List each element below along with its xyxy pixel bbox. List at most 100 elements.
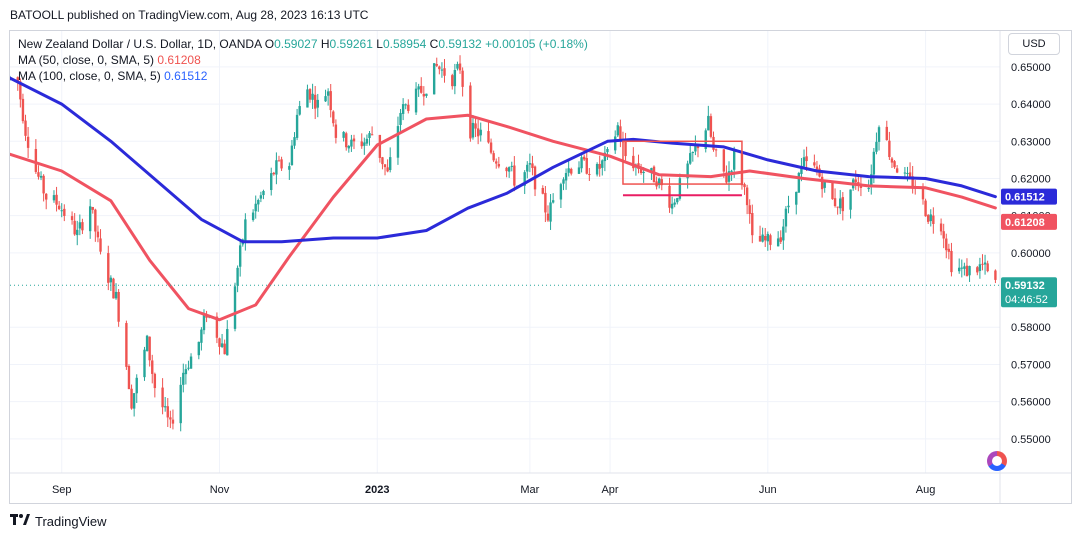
candle-down <box>223 343 226 355</box>
candle-down <box>624 141 627 157</box>
candle-up <box>114 291 118 299</box>
price-chart[interactable]: 0.650000.640000.630000.620000.610000.600… <box>10 31 1071 503</box>
candle-up <box>88 206 92 232</box>
candle-up <box>782 226 785 241</box>
candle-up <box>523 172 526 186</box>
legend-ma50-row[interactable]: MA (50, close, 0, SMA, 5) 0.61208 <box>18 52 588 68</box>
candle-down <box>779 237 782 242</box>
publisher-caption: BATOOLL published on TradingView.com, Au… <box>10 8 369 22</box>
countdown-text: 04:46:52 <box>1005 294 1048 306</box>
candle-up <box>983 262 987 265</box>
candle-up <box>787 205 790 208</box>
candle-down <box>16 77 19 82</box>
candle-down <box>37 172 40 177</box>
candle-up <box>673 202 676 205</box>
candle-up <box>293 137 296 146</box>
candle-up <box>135 377 138 394</box>
candle-down <box>965 265 969 277</box>
candle-down <box>924 200 927 217</box>
candle-down <box>345 133 348 148</box>
candle-up <box>298 106 301 115</box>
x-tick-label: Sep <box>52 484 72 496</box>
currency-button[interactable]: USD <box>1008 33 1060 55</box>
candle-down <box>329 91 332 111</box>
candle-up <box>958 267 961 272</box>
candle-down <box>73 220 76 235</box>
candle-up <box>350 139 353 147</box>
candle-down <box>420 85 423 93</box>
candle-down <box>171 419 175 424</box>
candle-down <box>541 187 544 194</box>
candle-up <box>689 153 692 164</box>
candle-down <box>383 164 387 168</box>
candle-down <box>632 155 635 169</box>
candle-down <box>99 238 102 252</box>
candle-up <box>233 286 237 329</box>
candle-down <box>166 406 169 418</box>
tradingview-badge-icon[interactable] <box>987 451 1007 471</box>
candle-down <box>531 163 534 168</box>
candle-up <box>849 189 852 210</box>
candle-up <box>978 264 982 271</box>
candle-up <box>404 104 407 106</box>
y-tick-label: 0.58000 <box>1011 322 1051 334</box>
legend-low: 0.58954 <box>382 37 427 51</box>
legend-l-label: L <box>376 37 383 51</box>
candle-down <box>497 164 501 167</box>
candle-up <box>453 70 457 87</box>
candle-down <box>386 167 389 172</box>
candle-up <box>39 175 43 178</box>
candle-up <box>968 266 971 276</box>
candle-up <box>202 315 206 331</box>
candle-up <box>326 91 330 96</box>
candle-up <box>275 160 278 175</box>
candle-up <box>704 130 707 149</box>
candle-down <box>660 179 663 186</box>
candle-down <box>725 172 728 183</box>
candle-down <box>308 89 312 100</box>
legend-close: 0.59132 <box>438 37 482 51</box>
candle-up <box>396 126 400 158</box>
candle-down <box>42 175 45 194</box>
y-tick-label: 0.64000 <box>1011 99 1051 111</box>
ma100-line <box>10 76 997 244</box>
candle-down <box>70 216 74 221</box>
candle-down <box>34 149 38 172</box>
candle-up <box>143 349 146 378</box>
candle-up <box>776 238 780 247</box>
candle-down <box>976 267 979 273</box>
y-tick-label: 0.55000 <box>1011 434 1051 446</box>
candle-up <box>311 93 314 100</box>
candle-up <box>549 202 552 222</box>
candle-down <box>360 141 363 147</box>
candle-down <box>947 248 951 252</box>
legend-high: 0.59261 <box>329 37 373 51</box>
candle-down <box>107 253 110 283</box>
legend-ma50-value: 0.61208 <box>157 53 201 67</box>
candle-up <box>238 245 242 267</box>
candle-down <box>945 238 948 251</box>
candle-up <box>259 195 263 199</box>
candle-down <box>169 417 172 420</box>
candle-up <box>368 133 371 139</box>
legend-ma100-row[interactable]: MA (100, close, 0, SMA, 5) 0.61512 <box>18 68 588 84</box>
candle-down <box>981 263 984 265</box>
candle-down <box>895 168 899 173</box>
candle-down <box>831 181 834 200</box>
candle-down <box>745 187 749 206</box>
candle-down <box>332 111 335 124</box>
candle-up <box>471 122 475 138</box>
candle-up <box>290 145 294 166</box>
candle-down <box>63 208 66 216</box>
candle-down <box>24 120 27 136</box>
candle-down <box>712 136 715 150</box>
candle-down <box>668 185 671 208</box>
candle-down <box>370 134 374 136</box>
legend-symbol-row[interactable]: New Zealand Dollar / U.S. Dollar, 1D, OA… <box>18 36 588 52</box>
annotation-rectangle[interactable] <box>622 140 743 185</box>
candle-up <box>694 144 697 152</box>
candle-down <box>422 93 426 97</box>
candle-up <box>365 138 369 144</box>
candle-up <box>903 172 907 174</box>
candle-down <box>888 140 891 158</box>
